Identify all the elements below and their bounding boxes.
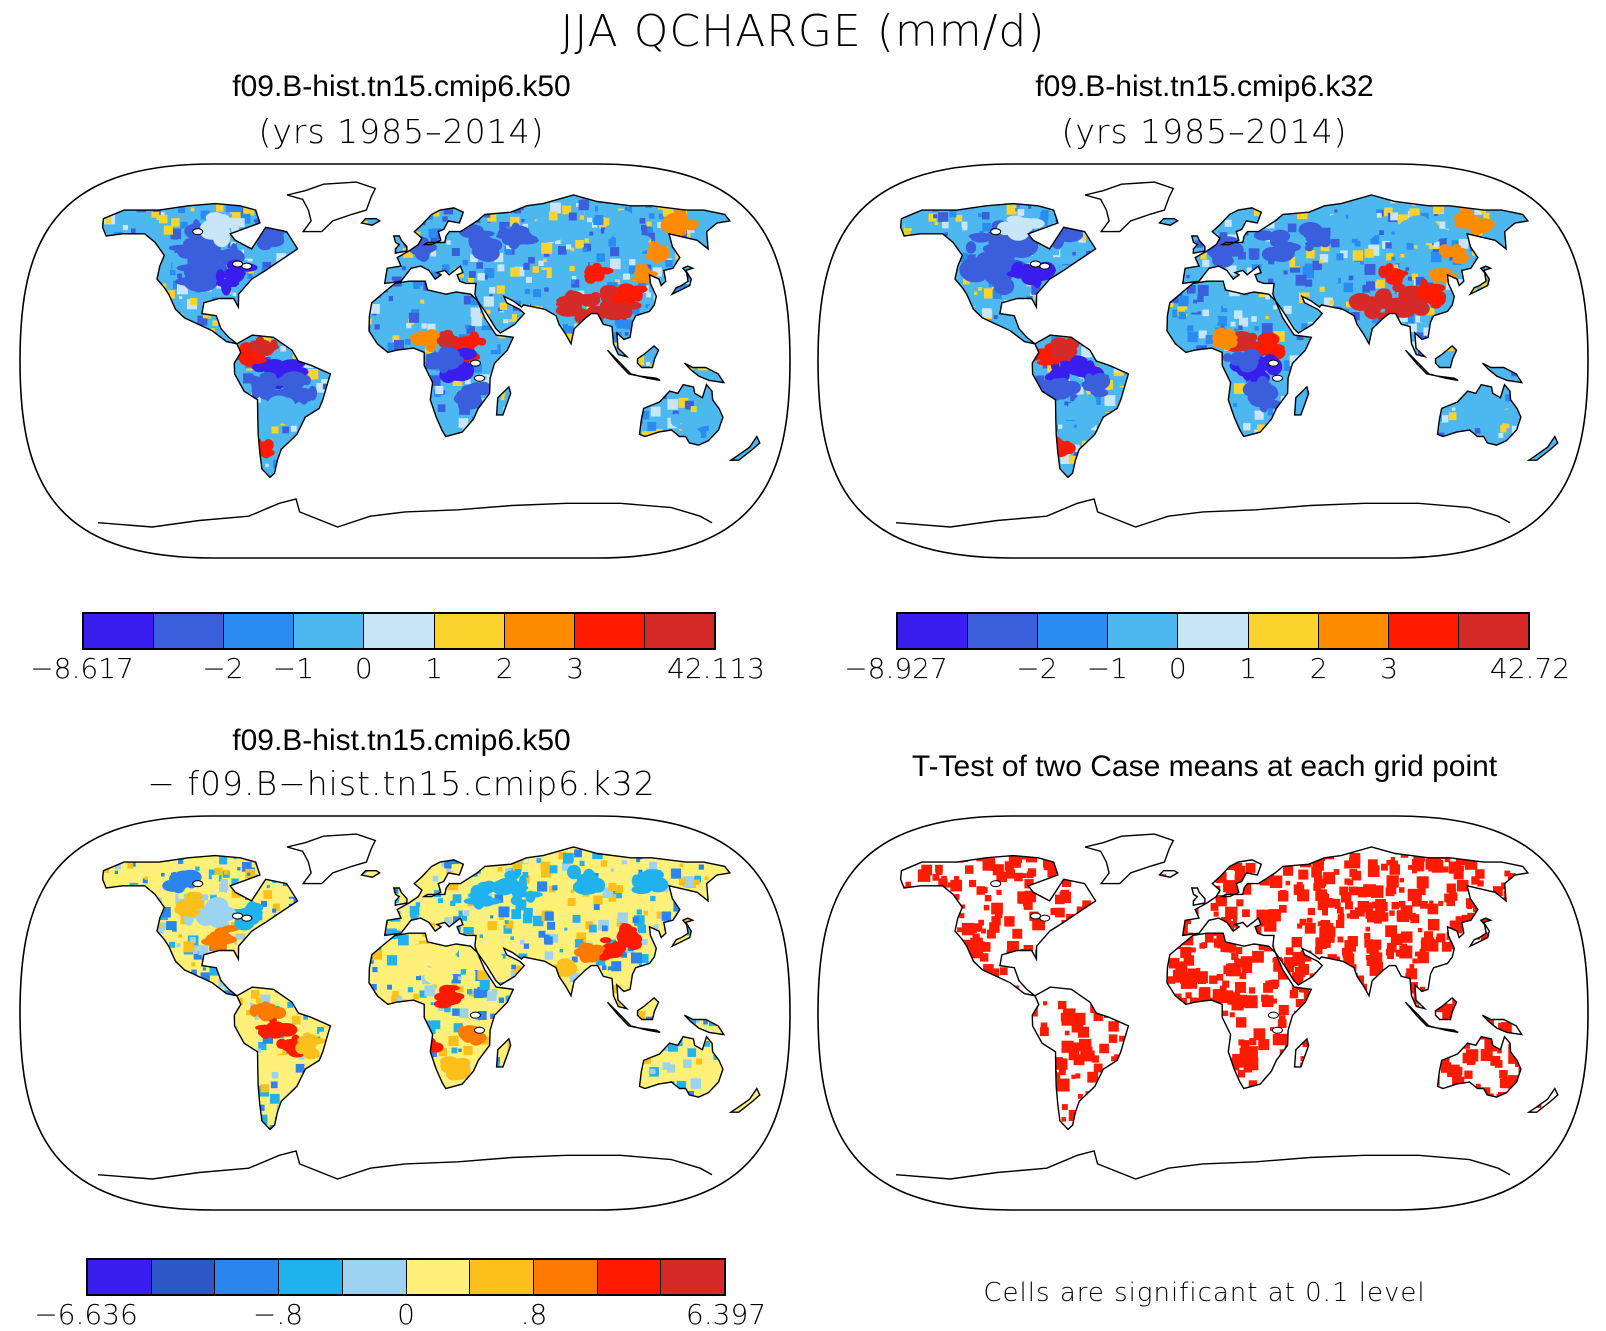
colorbar-swatch (1038, 614, 1108, 648)
coastline-greenland (287, 834, 375, 884)
colorbar-tick-label: 42.72 (1490, 652, 1570, 685)
panel-1-subtitle: (yrs 1985–2014) (0, 112, 803, 151)
colorbar-swatch (1459, 614, 1528, 648)
panel-3-title: f09.B-hist.tn15.cmip6.k50 (0, 724, 803, 758)
colorbar-swatch (575, 614, 645, 648)
colorbar-swatch (645, 614, 714, 648)
figure-title: JJA QCHARGE (mm/d) (0, 6, 1606, 57)
panel-2-map (816, 160, 1590, 562)
colorbar-swatch (470, 1260, 534, 1294)
colorbar-tick-label: 3 (1380, 652, 1398, 685)
colorbar-swatch (898, 614, 968, 648)
coastline-greenland (287, 182, 375, 232)
colorbar-tick-label: −1 (273, 652, 314, 685)
colorbar-tick-label: 2 (496, 652, 514, 685)
colorbar-swatch (1108, 614, 1178, 648)
lake (193, 881, 203, 887)
colorbar-swatch (224, 614, 294, 648)
lake (193, 229, 203, 235)
coastline-antarctica (896, 499, 1510, 527)
panel-1-title: f09.B-hist.tn15.cmip6.k50 (0, 70, 803, 104)
lake (1031, 913, 1041, 919)
panel-4-note: Cells are significant at 0.1 level (803, 1278, 1606, 1308)
lake (242, 263, 252, 269)
colorbar-swatch (279, 1260, 343, 1294)
lake (1268, 1012, 1278, 1018)
colorbar-swatch (215, 1260, 279, 1294)
colorbar-tick-label: 1 (1239, 652, 1257, 685)
coastline-antarctica (896, 1151, 1510, 1179)
colorbar-tick-label: 0 (1169, 652, 1187, 685)
coastline-antarctica (98, 499, 712, 527)
coastline-greenland (1085, 834, 1173, 884)
lake (1040, 915, 1050, 921)
colorbar-swatch (152, 1260, 216, 1294)
panel-3-colorbar (86, 1258, 726, 1296)
lake (233, 913, 243, 919)
panel-1-colorbar (82, 612, 716, 650)
colorbar-tick-label: 0 (397, 1298, 415, 1331)
colorbar-tick-label: .8 (521, 1298, 548, 1331)
colorbar-swatch (1249, 614, 1319, 648)
colorbar-tick-label: −.8 (253, 1298, 303, 1331)
colorbar-tick-label: 42.113 (667, 652, 765, 685)
colorbar-swatch (1178, 614, 1248, 648)
colorbar-tick-label: −8.927 (844, 652, 948, 685)
colorbar-tick-label: −1 (1087, 652, 1128, 685)
colorbar-swatch (294, 614, 364, 648)
colorbar-tick-label: 6.397 (686, 1298, 766, 1331)
colorbar-tick-label: 2 (1310, 652, 1328, 685)
lake (991, 229, 1001, 235)
colorbar-swatch (661, 1260, 724, 1294)
lake (233, 261, 243, 267)
panel-1-map (18, 160, 792, 562)
colorbar-swatch (88, 1260, 152, 1294)
colorbar-swatch (407, 1260, 471, 1294)
colorbar-tick-label: 3 (566, 652, 584, 685)
colorbar-tick-label: −8.617 (30, 652, 134, 685)
panel-2-colorbar (896, 612, 1530, 650)
colorbar-tick-label: −6.636 (34, 1298, 138, 1331)
lake (242, 915, 252, 921)
lake (474, 1027, 484, 1033)
colorbar-swatch (364, 614, 434, 648)
coastline-greenland (1085, 182, 1173, 232)
panel-2-subtitle: (yrs 1985–2014) (803, 112, 1606, 151)
colorbar-swatch (84, 614, 154, 648)
lake (1268, 360, 1278, 366)
panel-4-title: T-Test of two Case means at each grid po… (803, 750, 1606, 784)
colorbar-swatch (1319, 614, 1389, 648)
lake (1272, 1027, 1282, 1033)
colorbar-tick-label: 0 (355, 652, 373, 685)
coastline-antarctica (98, 1151, 712, 1179)
lake (470, 1012, 480, 1018)
lake (474, 375, 484, 381)
colorbar-swatch (1389, 614, 1459, 648)
panel-2-title: f09.B-hist.tn15.cmip6.k32 (803, 70, 1606, 104)
colorbar-swatch (505, 614, 575, 648)
colorbar-swatch (343, 1260, 407, 1294)
colorbar-swatch (435, 614, 505, 648)
colorbar-tick-label: 1 (425, 652, 443, 685)
panel-3-map (18, 812, 792, 1214)
colorbar-swatch (534, 1260, 598, 1294)
lake (1040, 263, 1050, 269)
colorbar-tick-label: −2 (1016, 652, 1057, 685)
panel-4-map (816, 812, 1590, 1214)
colorbar-swatch (968, 614, 1038, 648)
colorbar-swatch (154, 614, 224, 648)
lake (470, 360, 480, 366)
lake (1031, 261, 1041, 267)
colorbar-tick-label: −2 (202, 652, 243, 685)
lake (1272, 375, 1282, 381)
colorbar-swatch (598, 1260, 662, 1294)
panel-3-subtitle: − f09.B−hist.tn15.cmip6.k32 (0, 764, 803, 803)
lake (991, 881, 1001, 887)
